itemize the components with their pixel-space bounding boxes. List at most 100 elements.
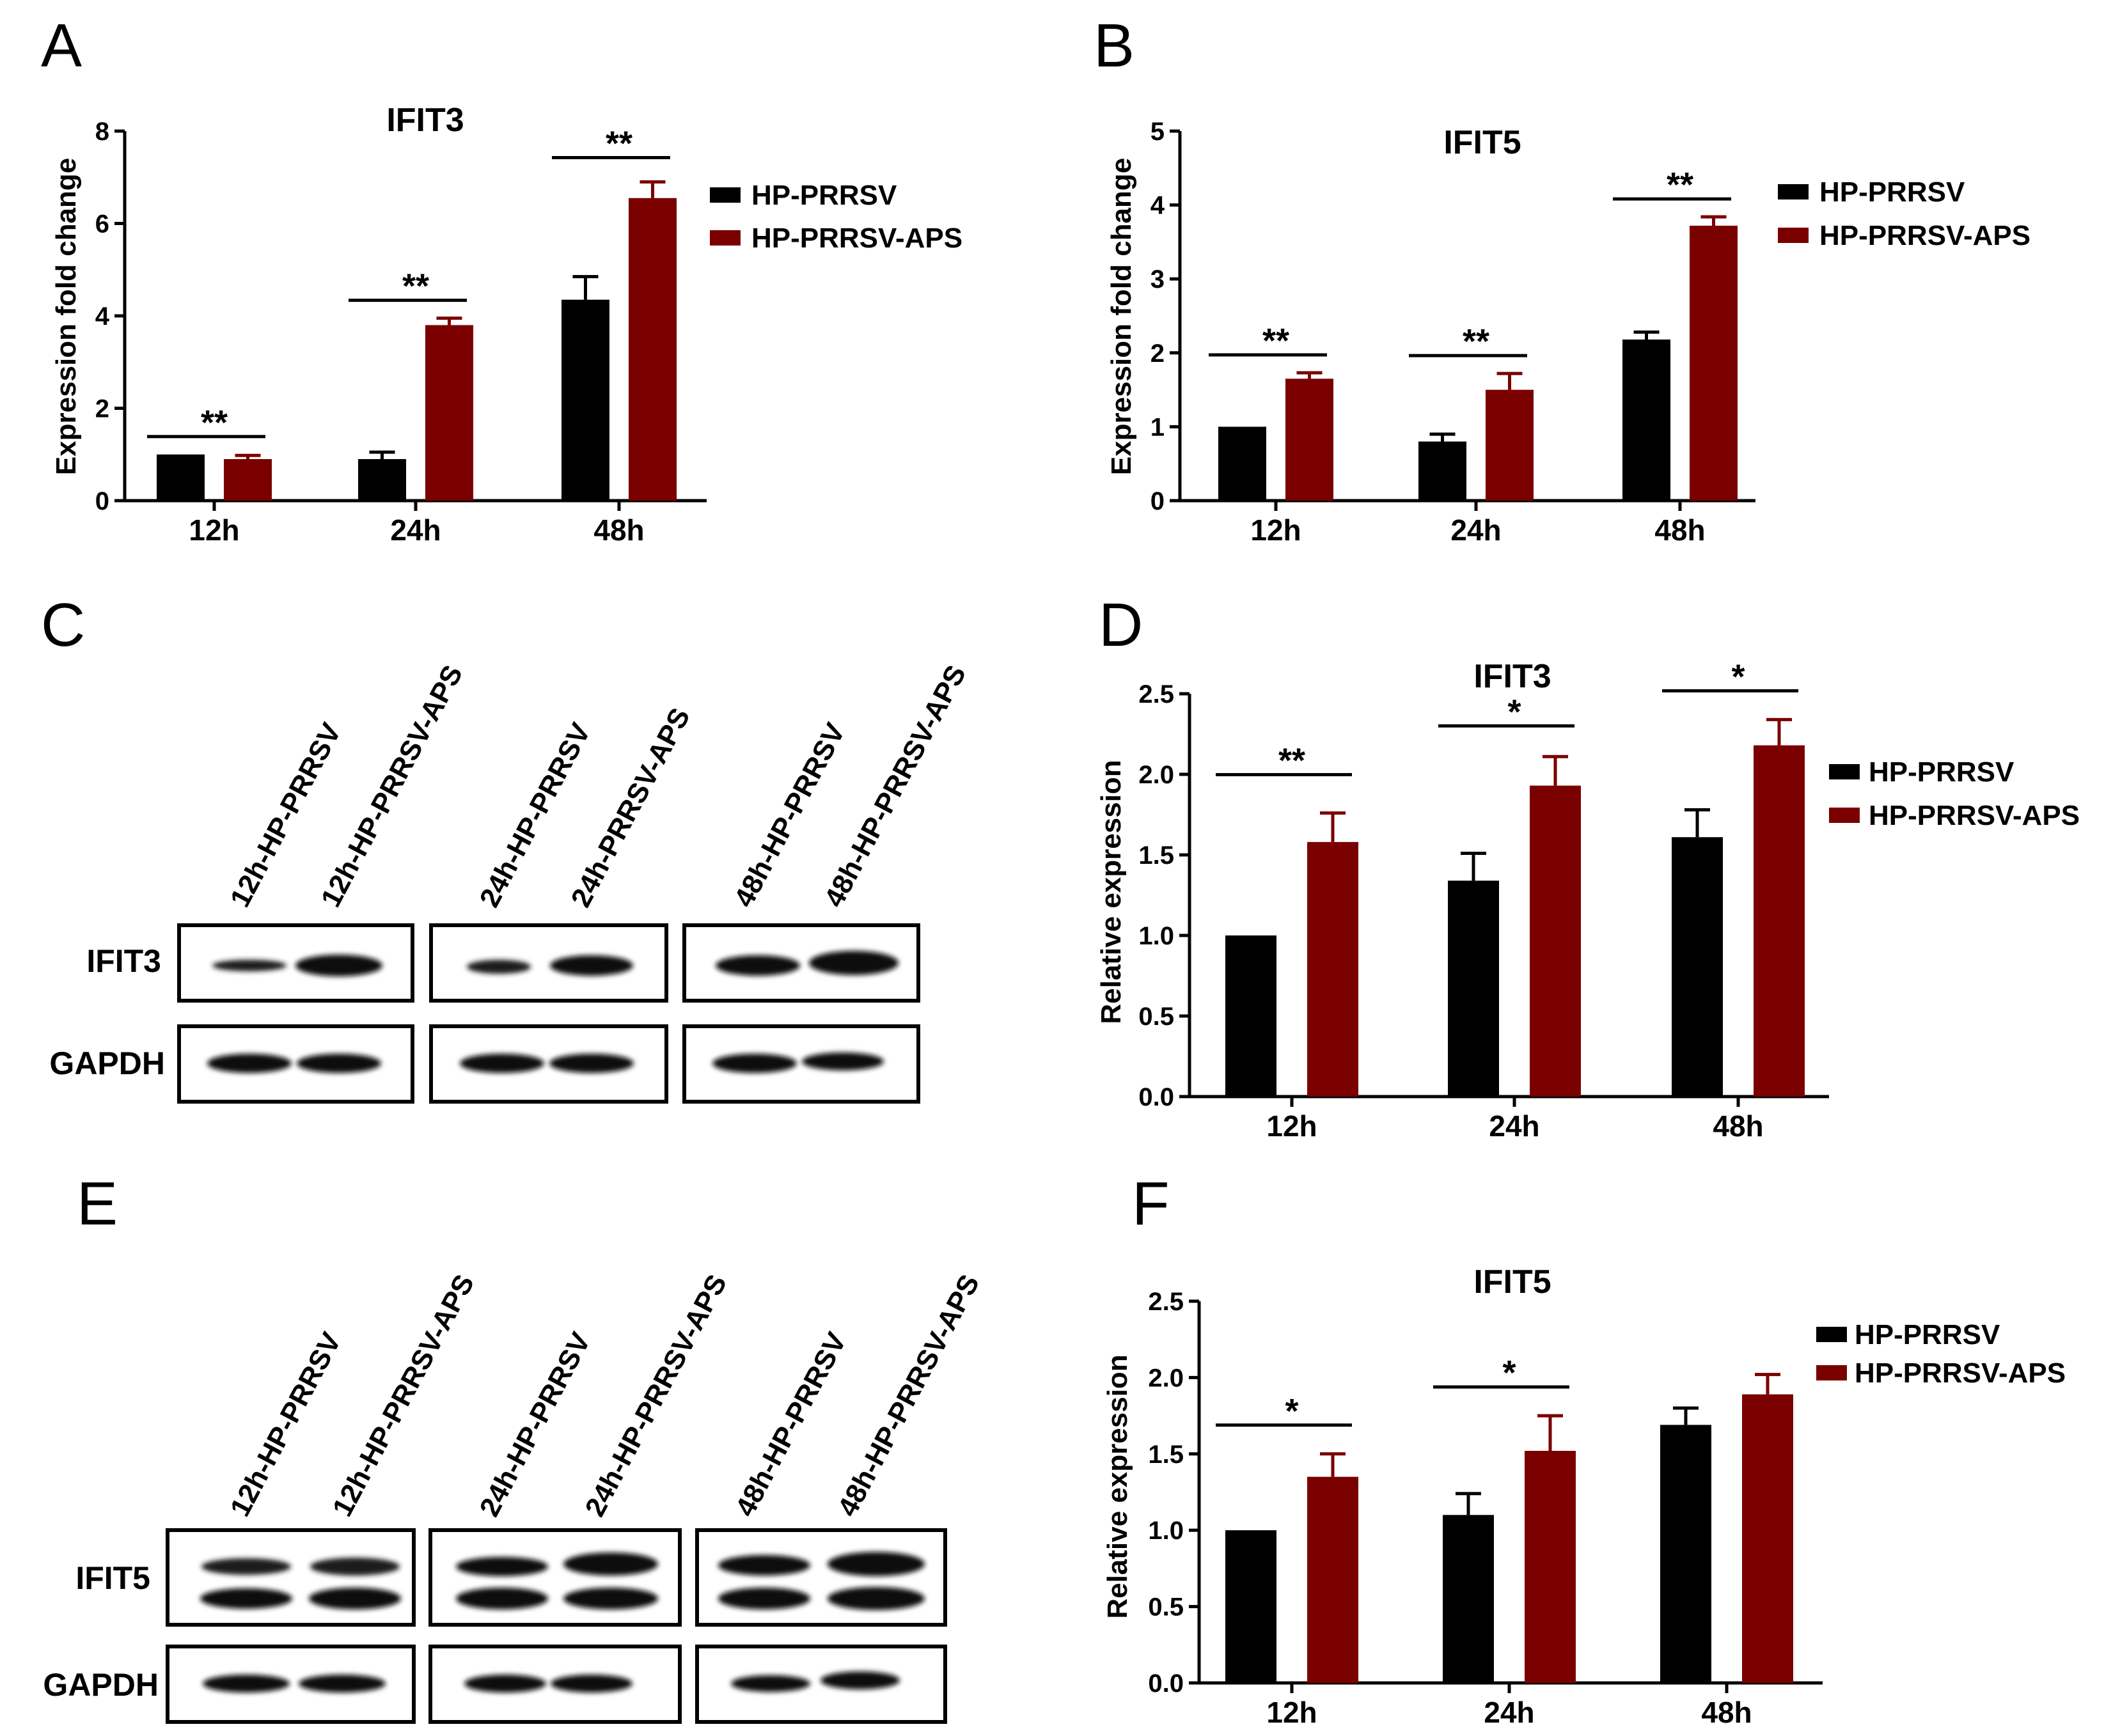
y-tick-label: 8 bbox=[95, 118, 109, 146]
y-tick-label: 2.5 bbox=[1148, 1288, 1184, 1316]
legend-swatch bbox=[710, 187, 741, 203]
bar-hp-prrsv-aps bbox=[629, 198, 677, 501]
bar-hp-prrsv bbox=[1660, 1425, 1711, 1683]
protein-band bbox=[563, 1552, 658, 1576]
y-tick-label: 0.5 bbox=[1138, 1003, 1174, 1031]
chart-d: IFIT3 Relative expression 0.0 0.5 1.0 1.… bbox=[1095, 657, 2080, 1143]
lane-label: 48h-HP-PRRSV-APS bbox=[832, 1269, 986, 1521]
protein-band bbox=[212, 960, 287, 971]
bar-hp-prrsv bbox=[1218, 426, 1266, 501]
y-tick-label: 0 bbox=[1150, 487, 1165, 515]
bar-hp-prrsv-aps bbox=[1690, 225, 1738, 501]
panel-letter-c: C bbox=[41, 591, 85, 659]
bar-hp-prrsv-aps bbox=[1307, 841, 1358, 1097]
panel-letter-e: E bbox=[77, 1169, 118, 1238]
western-blot-e: 12h-HP-PRRSV 12h-HP-PRRSV-APS 24h-HP-PRR… bbox=[43, 1269, 986, 1724]
blot-frame bbox=[428, 1528, 682, 1627]
bar-hp-prrsv bbox=[1443, 1515, 1494, 1683]
y-tick-label: 4 bbox=[1150, 192, 1165, 220]
protein-band bbox=[200, 1588, 292, 1609]
protein-band bbox=[809, 951, 899, 975]
y-tick-label: 1.0 bbox=[1138, 922, 1174, 950]
protein-label-ifit3: IFIT3 bbox=[86, 943, 161, 979]
bar-hp-prrsv-aps bbox=[1742, 1394, 1793, 1683]
protein-band bbox=[718, 1588, 810, 1609]
x-category-label: 24h bbox=[1484, 1696, 1534, 1729]
protein-band bbox=[802, 1052, 884, 1070]
y-tick-label: 2.0 bbox=[1148, 1364, 1184, 1392]
bar-hp-prrsv-aps bbox=[224, 458, 272, 501]
panel-letter-d: D bbox=[1099, 591, 1143, 659]
chart-f: IFIT5 Relative expression 0.0 0.5 1.0 1.… bbox=[1102, 1263, 2066, 1729]
x-category-label: 48h bbox=[593, 513, 644, 547]
bar-hp-prrsv-aps bbox=[1754, 745, 1805, 1097]
protein-label-gapdh: GAPDH bbox=[49, 1045, 165, 1081]
chart-f-title: IFIT5 bbox=[1473, 1263, 1551, 1301]
significance-label: * bbox=[1507, 692, 1521, 731]
protein-band bbox=[549, 1054, 634, 1073]
panel-letter-f: F bbox=[1132, 1169, 1170, 1238]
legend-label-hp-prrsv: HP-PRRSV bbox=[751, 180, 897, 211]
y-tick-label: 0 bbox=[95, 487, 109, 515]
legend-swatch bbox=[710, 230, 741, 246]
legend-label-hp-prrsv: HP-PRRSV bbox=[1855, 1319, 2000, 1350]
protein-band bbox=[297, 1054, 381, 1073]
lane-label: 12h-HP-PRRSV-APS bbox=[315, 660, 469, 912]
protein-band bbox=[821, 1671, 900, 1689]
legend-swatch bbox=[1816, 1327, 1847, 1342]
bar-hp-prrsv bbox=[1448, 880, 1499, 1097]
bar-hp-prrsv bbox=[1225, 935, 1276, 1097]
legend-label-hp-prrsv-aps: HP-PRRSV-APS bbox=[751, 223, 962, 254]
y-tick-label: 3 bbox=[1150, 265, 1165, 293]
protein-band bbox=[828, 1587, 925, 1610]
bar-hp-prrsv bbox=[1418, 441, 1466, 501]
protein-band bbox=[310, 1558, 400, 1576]
legend-swatch bbox=[1829, 808, 1860, 823]
legend-swatch bbox=[1778, 184, 1809, 199]
protein-band bbox=[716, 955, 800, 976]
legend-label-hp-prrsv: HP-PRRSV bbox=[1869, 756, 2014, 788]
lane-label: 12h-HP-PRRSV-APS bbox=[327, 1269, 481, 1521]
protein-band bbox=[456, 1557, 548, 1576]
protein-band bbox=[550, 955, 633, 976]
panel-letter-b: B bbox=[1094, 12, 1135, 80]
bar-hp-prrsv bbox=[157, 454, 205, 501]
lane-label: 12h-HP-PRRSV bbox=[224, 1327, 348, 1521]
protein-band bbox=[295, 955, 382, 976]
lane-label: 24h-HP-PRRSV bbox=[474, 1327, 597, 1521]
significance-label: * bbox=[1731, 657, 1745, 696]
bar-hp-prrsv-aps bbox=[425, 325, 473, 501]
y-tick-label: 0.0 bbox=[1148, 1670, 1184, 1698]
y-tick-label: 6 bbox=[95, 210, 109, 239]
protein-band bbox=[563, 1588, 658, 1609]
legend-label-hp-prrsv-aps: HP-PRRSV-APS bbox=[1869, 800, 2080, 831]
blot-frame bbox=[695, 1528, 947, 1627]
protein-band bbox=[201, 1558, 291, 1575]
bar-hp-prrsv bbox=[1622, 339, 1670, 501]
x-category-label: 48h bbox=[1713, 1109, 1763, 1143]
lane-label: 48h-HP-PRRSV-APS bbox=[819, 660, 973, 912]
y-tick-label: 5 bbox=[1150, 118, 1165, 146]
x-category-label: 24h bbox=[1450, 513, 1501, 547]
y-tick-label: 2.0 bbox=[1138, 761, 1174, 789]
x-category-label: 12h bbox=[1266, 1109, 1317, 1143]
x-category-label: 12h bbox=[1266, 1696, 1317, 1729]
protein-band bbox=[299, 1675, 386, 1693]
y-tick-label: 1.5 bbox=[1148, 1441, 1184, 1469]
y-tick-label: 1.5 bbox=[1138, 841, 1174, 870]
bar-hp-prrsv-aps bbox=[1525, 1451, 1576, 1683]
x-category-label: 12h bbox=[1250, 513, 1301, 547]
bar-hp-prrsv bbox=[358, 458, 406, 501]
chart-b: IFIT5 Expression fold change 0 1 2 3 4 5… bbox=[1106, 118, 2030, 547]
y-tick-label: 2 bbox=[1150, 340, 1165, 368]
protein-band bbox=[203, 1675, 290, 1693]
y-tick-label: 0.5 bbox=[1148, 1593, 1184, 1622]
legend-swatch bbox=[1816, 1365, 1847, 1380]
bar-hp-prrsv bbox=[1672, 837, 1723, 1097]
x-category-label: 12h bbox=[189, 513, 239, 547]
protein-band bbox=[207, 1054, 292, 1073]
protein-band bbox=[309, 1588, 401, 1609]
y-tick-label: 2.5 bbox=[1138, 680, 1174, 708]
legend-label-hp-prrsv-aps: HP-PRRSV-APS bbox=[1819, 220, 2030, 251]
